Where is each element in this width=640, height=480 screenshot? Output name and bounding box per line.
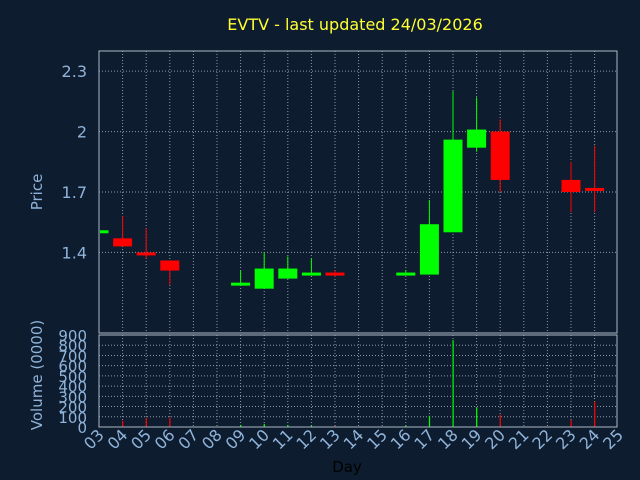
candle-11 — [278, 256, 298, 279]
volume-bar-23 — [570, 419, 572, 427]
volume-bar-16 — [405, 425, 407, 427]
price-frame — [98, 50, 618, 334]
volume-bar-06 — [169, 417, 171, 427]
volume-bar-18 — [452, 340, 454, 427]
candle-body — [419, 224, 439, 275]
volume-grid — [99, 334, 617, 428]
candle-09 — [231, 270, 251, 286]
candle-body — [136, 252, 156, 256]
volume-y-tick: 500 — [58, 368, 87, 386]
candle-18 — [443, 91, 463, 233]
candle-10 — [254, 252, 274, 289]
candle-body — [301, 272, 321, 276]
volume-bar-10 — [263, 423, 265, 427]
volume-y-tick: 700 — [58, 347, 87, 365]
candle-24 — [585, 145, 605, 213]
volume-bar-04 — [122, 420, 124, 427]
candle-body — [231, 282, 251, 286]
candle-body — [325, 272, 345, 276]
price-y-tick: 1.4 — [62, 243, 87, 262]
volume-bar-05 — [145, 417, 147, 427]
candle-03 — [98, 230, 109, 234]
candle-19 — [467, 97, 487, 152]
candle-20 — [490, 119, 510, 192]
candle-body — [278, 268, 298, 279]
candle-23 — [561, 161, 581, 213]
volume-y-tick: 600 — [58, 358, 87, 376]
volume-bar-13 — [334, 425, 336, 427]
volume-y-tick: 800 — [58, 337, 87, 355]
volume-bar-12 — [310, 425, 313, 427]
volume-y-tick: 200 — [58, 399, 87, 417]
price-y-tick: 2 — [77, 123, 87, 142]
volume-bar-24 — [594, 401, 596, 427]
price-candles — [98, 91, 605, 289]
price-y-tick: 1.7 — [62, 183, 87, 202]
candle-body — [113, 238, 133, 247]
volume-bar-17 — [428, 415, 431, 427]
chart-title: EVTV - last updated 24/03/2026 — [227, 15, 483, 34]
volume-frame — [98, 334, 618, 428]
price-y-tick: 2.3 — [62, 62, 87, 81]
volume-bars — [122, 340, 596, 427]
volume-bar-11 — [287, 424, 289, 427]
volume-y-tick: 100 — [58, 409, 87, 427]
candle-body — [443, 139, 463, 233]
price-y-tick-labels: 1.4 1.7 2 2.3 — [62, 62, 87, 262]
candle-body — [490, 131, 510, 180]
candle-body — [254, 268, 274, 289]
candle-body — [467, 129, 487, 148]
volume-bar-20 — [499, 414, 501, 427]
candle-body — [396, 272, 416, 276]
candle-17 — [419, 200, 439, 275]
x-tick-labels: 0304050607080910111213141516171819202122… — [80, 425, 627, 453]
candle-05 — [136, 228, 156, 259]
candle-04 — [113, 216, 133, 247]
volume-y-tick: 0 — [77, 419, 87, 437]
x-axis-label: Day — [332, 458, 362, 476]
price-panel: 1.4 1.7 2 2.3 Price — [28, 50, 618, 334]
x-tick: 25 — [599, 425, 627, 453]
candle-body — [160, 260, 180, 271]
volume-y-axis-label: Volume (0000) — [28, 320, 46, 430]
candle-13 — [325, 270, 345, 277]
volume-bar-19 — [476, 407, 478, 427]
volume-y-tick: 400 — [58, 378, 87, 396]
candle-16 — [396, 270, 416, 276]
volume-bar-09 — [240, 424, 242, 427]
candle-body — [100, 230, 109, 234]
price-y-axis-label: Price — [28, 174, 46, 211]
candle-06 — [160, 260, 180, 285]
volume-y-tick: 900 — [58, 327, 87, 345]
candle-body — [585, 187, 605, 191]
volume-y-tick: 300 — [58, 388, 87, 406]
candle-body — [561, 179, 581, 192]
candle-12 — [301, 258, 321, 276]
price-grid — [99, 51, 617, 333]
